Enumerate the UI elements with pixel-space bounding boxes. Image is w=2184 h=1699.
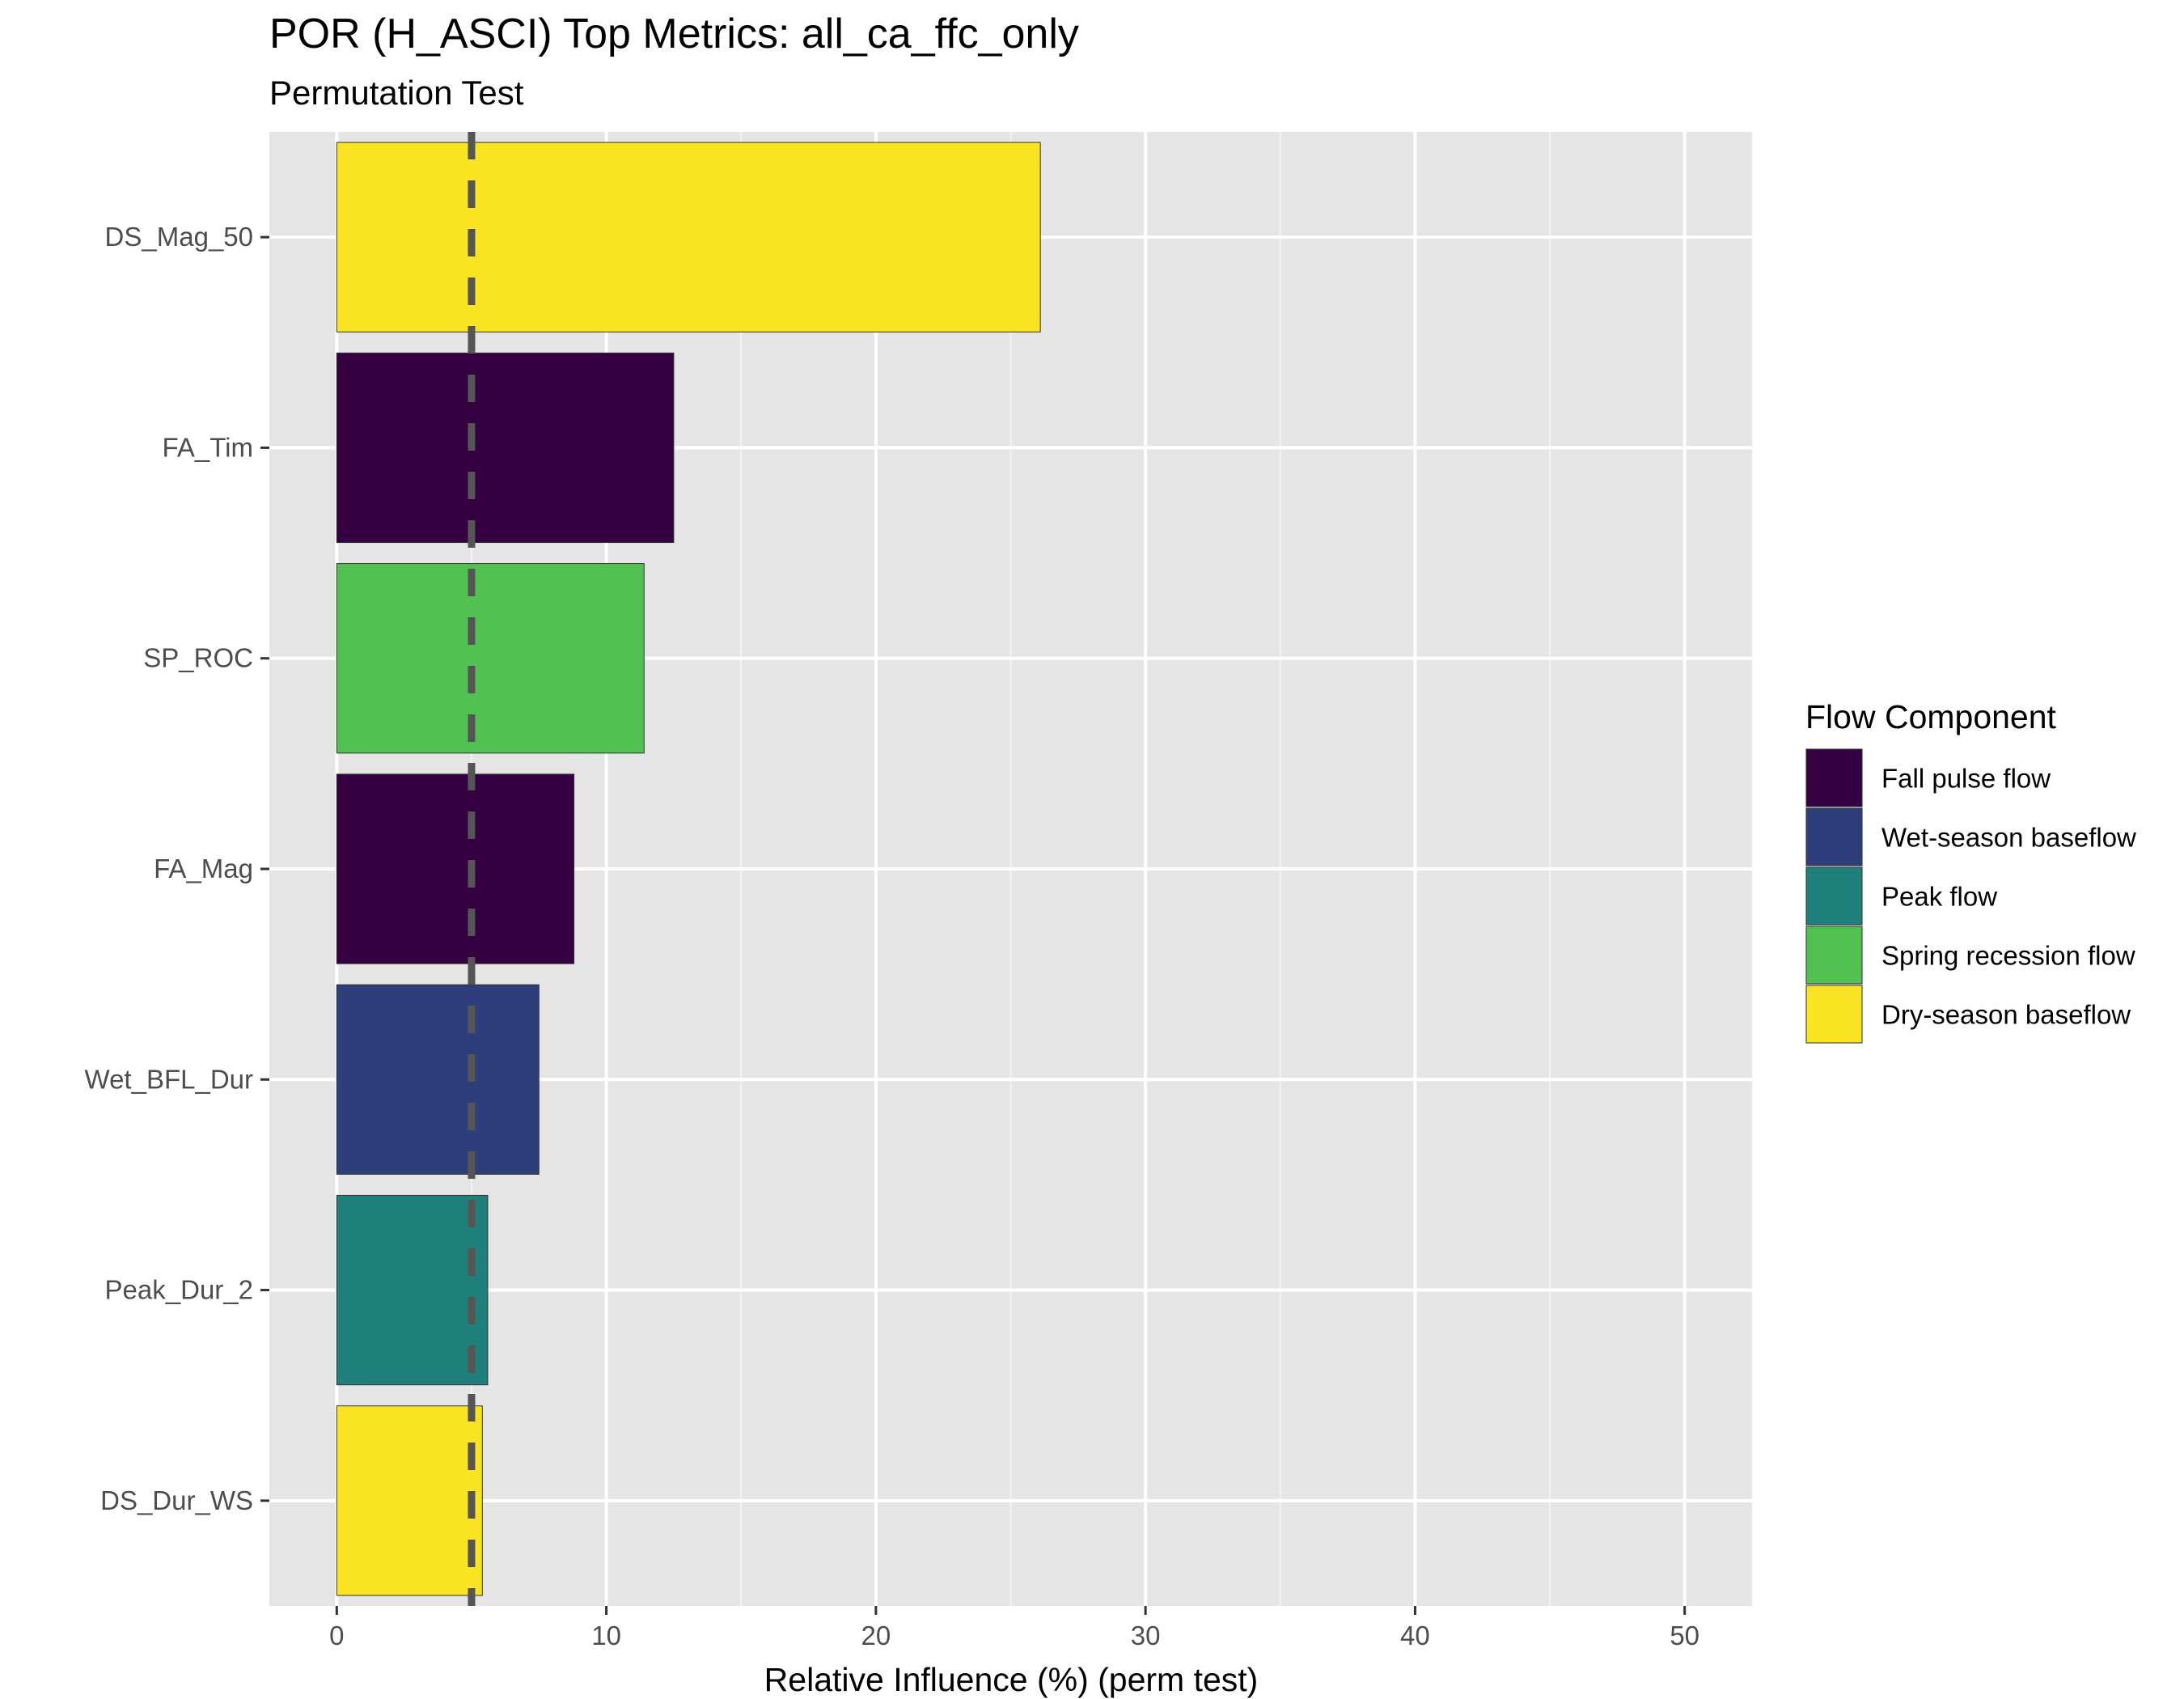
bar-FA_Mag <box>336 773 575 964</box>
legend-label: Wet-season baseflow <box>1881 823 2136 853</box>
legend-label: Spring recession flow <box>1881 941 2135 971</box>
bar-DS_Mag_50 <box>336 142 1041 333</box>
legend-swatch <box>1805 807 1863 866</box>
x-tick-label: 30 <box>1131 1621 1161 1650</box>
bar-Peak_Dur_2 <box>336 1194 489 1386</box>
y-tick-label: FA_Mag <box>154 854 253 883</box>
bar-SP_ROC <box>336 563 645 754</box>
x-tick-label: 20 <box>861 1621 891 1650</box>
x-axis-title: Relative Influence (%) (perm test) <box>764 1661 1259 1698</box>
legend-label: Fall pulse flow <box>1881 764 2051 794</box>
legend-swatch <box>1805 926 1863 985</box>
y-tick-label: FA_Tim <box>163 432 253 462</box>
legend-label: Peak flow <box>1881 882 1997 912</box>
legend-swatch <box>1805 985 1863 1044</box>
x-axis: 0 10 20 30 40 50 <box>329 1606 1699 1650</box>
x-tick-label: 50 <box>1670 1621 1699 1650</box>
chart-title: POR (H_ASCI) Top Metrics: all_ca_ffc_onl… <box>269 11 1079 57</box>
y-tick-label: Peak_Dur_2 <box>105 1275 253 1305</box>
legend-swatch <box>1805 866 1863 926</box>
y-tick-label: SP_ROC <box>143 643 253 673</box>
x-tick-label: 10 <box>591 1621 621 1650</box>
legend: Flow Component Fall pulse flow Wet-season… <box>1805 698 2136 1044</box>
y-tick-label: DS_Mag_50 <box>105 222 253 252</box>
y-axis: DS_Mag_50 FA_Tim SP_ROC FA_Mag Wet_BFL_Dur Pe… <box>85 222 269 1515</box>
legend-swatch <box>1805 748 1863 807</box>
x-tick-label: 40 <box>1400 1621 1430 1650</box>
y-tick-label: Wet_BFL_Dur <box>85 1064 253 1094</box>
bar-Wet_BFL_Dur <box>336 984 540 1175</box>
chart-subtitle: Permutation Test <box>269 74 524 112</box>
legend-label: Dry-season baseflow <box>1881 1000 2131 1030</box>
bars <box>336 142 1041 1596</box>
bar-DS_Dur_WS <box>336 1405 483 1596</box>
x-tick-label: 0 <box>329 1621 344 1650</box>
bar-FA_Tim <box>336 352 675 544</box>
y-tick-label: DS_Dur_WS <box>100 1485 253 1515</box>
legend-title: Flow Component <box>1805 698 2057 735</box>
